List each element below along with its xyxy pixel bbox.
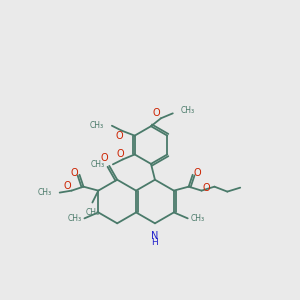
- Text: O: O: [64, 181, 71, 191]
- Text: H: H: [152, 238, 158, 247]
- Text: O: O: [116, 149, 124, 160]
- Text: O: O: [100, 153, 108, 163]
- Text: CH₃: CH₃: [85, 208, 99, 217]
- Text: CH₃: CH₃: [181, 106, 195, 115]
- Text: O: O: [194, 168, 201, 178]
- Text: CH₃: CH₃: [191, 214, 205, 223]
- Text: O: O: [152, 108, 160, 118]
- Text: CH₃: CH₃: [68, 214, 82, 223]
- Text: CH₃: CH₃: [38, 188, 52, 197]
- Text: CH₃: CH₃: [90, 121, 104, 130]
- Text: O: O: [115, 130, 123, 141]
- Text: CH₃: CH₃: [91, 160, 105, 169]
- Text: O: O: [203, 183, 210, 193]
- Text: N: N: [151, 231, 159, 241]
- Text: O: O: [71, 168, 78, 178]
